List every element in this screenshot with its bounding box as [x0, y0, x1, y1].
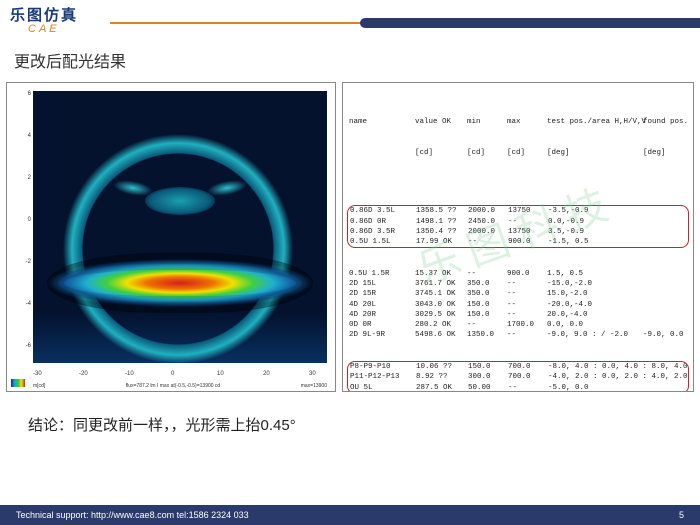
- x-tick: 0: [171, 371, 174, 377]
- table-row: 4D 20R3029.5 OK150.0--20.0,-4.0: [349, 310, 687, 320]
- y-tick: -2: [9, 259, 31, 265]
- chart-footer-left: m[cd]: [33, 383, 45, 389]
- heatmap-chart: m[cd] flux=787.2 lm I max at(-0.5,-0.5)=…: [6, 82, 336, 392]
- table-row: P8-P9-P1010.06 ??150.0700.0-8.0, 4.0 : 0…: [350, 362, 686, 372]
- table-row: 2D 9L-9R5498.6 OK1350.0---9.0, 9.0 : / -…: [349, 330, 687, 340]
- table-row: 0D 0R280.2 OK--1700.00.0, 0.0: [349, 320, 687, 330]
- x-tick: -30: [33, 371, 42, 377]
- x-tick: 10: [217, 371, 224, 377]
- table-header: namevalue OKminmaxtest pos./area H,H/V,V…: [349, 117, 687, 127]
- footer-support: Technical support: http://www.cae8.com t…: [16, 510, 249, 520]
- x-tick: -20: [79, 371, 88, 377]
- chart-footer-mid: flux=787.2 lm I max at(-0.5,-0.5)=13900 …: [126, 383, 221, 389]
- page-title: 更改后配光结果: [14, 48, 700, 72]
- header: 乐图仿真 CAE: [0, 0, 700, 40]
- conclusion: 结论：同更改前一样，，光形需上抬0.45°: [28, 414, 700, 435]
- x-tick: 30: [309, 371, 316, 377]
- y-tick: -6: [9, 343, 31, 349]
- y-tick: -4: [9, 301, 31, 307]
- table-row: 0.5U 1.5L17.99 OK--900.0-1.5, 0.5: [350, 237, 686, 247]
- header-rule: [110, 22, 700, 24]
- table-row: 0.86D 3.5R1350.4 ??2000.0137503.5,-0.9: [350, 227, 686, 237]
- x-tick: 20: [263, 371, 270, 377]
- highlight-box-1: 0.86D 3.5L1358.5 ??2000.013750-3.5,-0.90…: [347, 205, 689, 248]
- y-tick: 0: [9, 217, 31, 223]
- highlight-box-2: P8-P9-P1010.06 ??150.0700.0-8.0, 4.0 : 0…: [347, 361, 689, 392]
- table-units: [cd][cd][cd][deg][deg]: [349, 148, 687, 158]
- y-tick: 2: [9, 175, 31, 181]
- table-row: 0.86D 3.5L1358.5 ??2000.013750-3.5,-0.9: [350, 206, 686, 216]
- data-table: 乐图科技 namevalue OKminmaxtest pos./area H,…: [342, 82, 694, 392]
- table-row: 2D 15R3745.1 OK350.0--15.0,-2.0: [349, 289, 687, 299]
- content: m[cd] flux=787.2 lm I max at(-0.5,-0.5)=…: [0, 82, 700, 392]
- table-row: 2D 15L3761.7 OK350.0---15.0,-2.0: [349, 279, 687, 289]
- y-tick: 6: [9, 91, 31, 97]
- table-row: 4D 20L3043.0 OK150.0---20.0,-4.0: [349, 300, 687, 310]
- colorbar: [11, 379, 25, 387]
- y-tick: 4: [9, 133, 31, 139]
- chart-footer: m[cd] flux=787.2 lm I max at(-0.5,-0.5)=…: [33, 383, 327, 389]
- table-row: 0.86D 0R1498.1 ??2450.0--0.0,-0.9: [350, 217, 686, 227]
- footer: Technical support: http://www.cae8.com t…: [0, 505, 700, 525]
- table-row: P11-P12-P138.92 ??300.0700.0-4.0, 2.0 : …: [350, 372, 686, 382]
- table-row: OU 5L287.5 OK50.00---5.0, 0.0: [350, 383, 686, 393]
- page-number: 5: [679, 510, 684, 520]
- table-row: 0.5U 1.5R15.37 OK--900.01.5, 0.5: [349, 269, 687, 279]
- chart-footer-right: max=13900: [301, 383, 327, 389]
- x-tick: -10: [125, 371, 134, 377]
- chart-area: [33, 91, 327, 363]
